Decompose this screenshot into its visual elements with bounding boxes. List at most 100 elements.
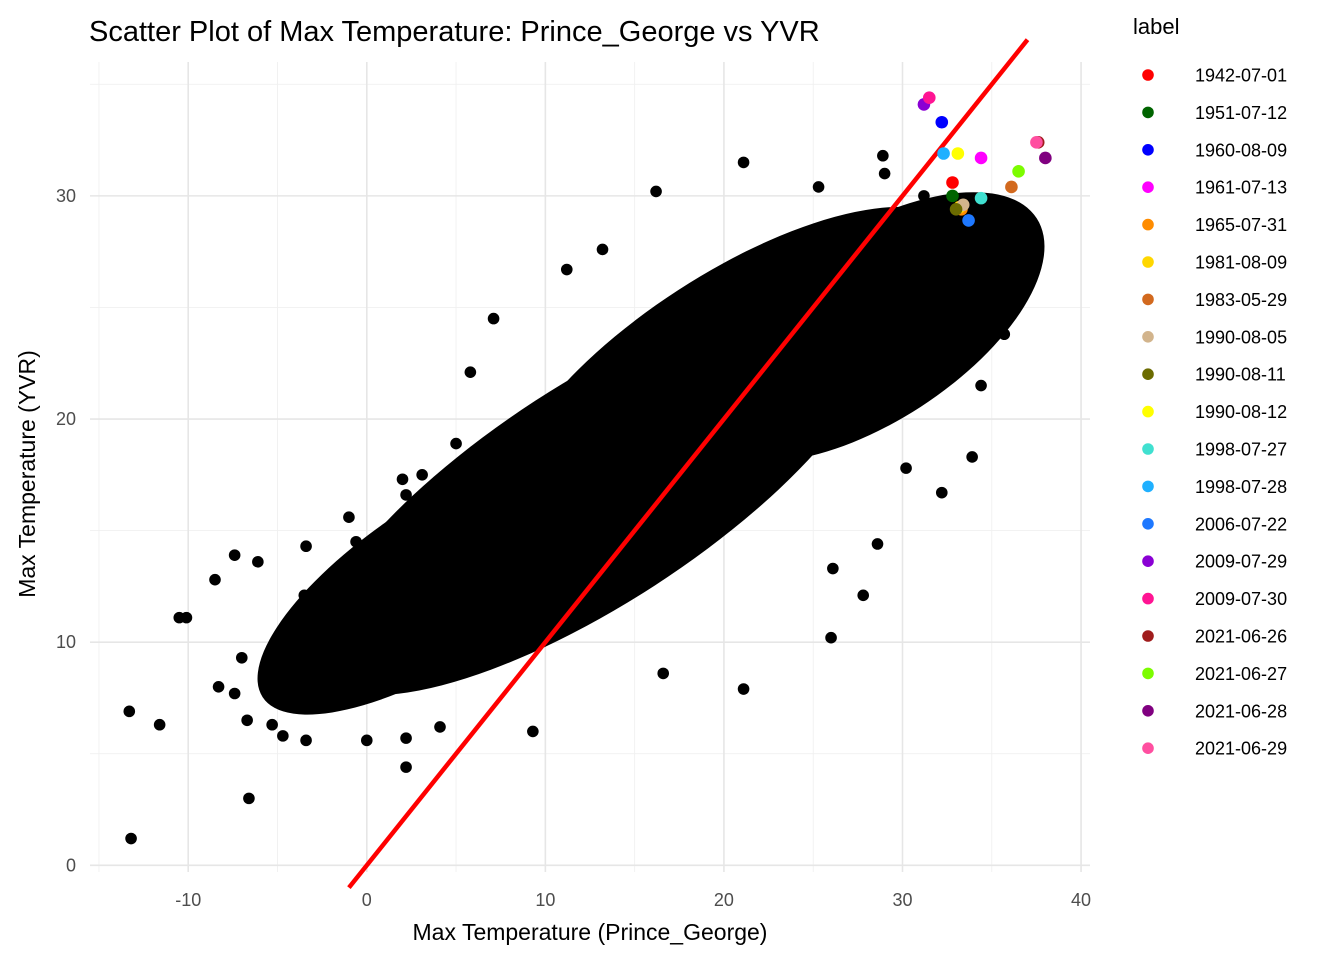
background-point (434, 721, 446, 733)
chart-title: Scatter Plot of Max Temperature: Prince_… (89, 16, 820, 48)
legend-key (1142, 106, 1154, 119)
background-point (487, 312, 500, 325)
background-point (966, 451, 978, 463)
background-point (153, 718, 166, 731)
legend-key (1142, 630, 1154, 642)
point-cloud-lobe (257, 439, 637, 715)
highlight-point (962, 214, 975, 227)
background-point (235, 651, 248, 664)
background-point (241, 714, 253, 727)
legend-label: 1965-07-31 (1195, 215, 1287, 235)
legend-key (1142, 293, 1154, 306)
background-point (650, 185, 662, 198)
background-point (300, 540, 312, 553)
legend-label: 1990-08-05 (1195, 327, 1287, 347)
x-tick-label: -10 (175, 890, 201, 910)
legend-key (1142, 480, 1154, 493)
legend-key (1142, 518, 1154, 530)
legend-label: 2021-06-29 (1195, 739, 1287, 759)
legend-key (1142, 705, 1154, 717)
background-point (737, 156, 750, 169)
legend-title: label (1133, 14, 1179, 39)
background-point (396, 473, 409, 486)
background-point (827, 562, 839, 575)
highlight-point (946, 189, 959, 203)
legend: label 1942-07-01 1951-07-12 1960-08-09 1961… (1133, 14, 1287, 759)
highlight-point (1012, 165, 1025, 178)
background-point (416, 469, 428, 481)
background-point (464, 366, 477, 378)
background-point (998, 328, 1011, 341)
highlight-point (949, 202, 963, 216)
legend-label: 1951-07-12 (1195, 103, 1287, 123)
legend-key (1142, 443, 1154, 455)
background-point (400, 761, 412, 773)
highlight-point (946, 176, 959, 189)
legend-key (1142, 742, 1154, 754)
background-point (243, 792, 255, 805)
y-axis-ticks: 0 10 20 30 (56, 186, 76, 875)
background-point (900, 462, 912, 474)
highlight-point (1005, 180, 1018, 194)
legend-key (1142, 592, 1154, 605)
highlight-point (1030, 136, 1043, 149)
background-point (228, 549, 241, 561)
legend-label: 1998-07-28 (1195, 477, 1287, 497)
background-point (343, 511, 355, 524)
background-point (252, 556, 264, 568)
highlight-point (974, 191, 988, 205)
background-point (877, 149, 889, 162)
legend-label: 2006-07-22 (1195, 514, 1287, 534)
background-point (527, 725, 539, 738)
highlight-point (935, 115, 949, 129)
background-point (312, 672, 325, 684)
legend-key (1142, 69, 1154, 81)
background-point (596, 243, 609, 256)
background-point (657, 667, 670, 680)
x-tick-label: 20 (714, 890, 734, 910)
legend-label: 1983-05-29 (1195, 290, 1287, 310)
background-point (298, 589, 311, 602)
background-point (228, 687, 241, 700)
background-point (350, 535, 362, 548)
x-tick-label: 10 (535, 890, 555, 910)
background-point (125, 832, 137, 845)
legend-label: 2021-06-27 (1195, 664, 1287, 684)
legend-key (1142, 331, 1154, 343)
y-tick-label: 30 (56, 186, 76, 206)
background-point (560, 263, 573, 276)
legend-key (1142, 218, 1154, 231)
legend-label: 2009-07-29 (1195, 552, 1287, 572)
background-point (871, 538, 884, 550)
background-point (212, 680, 225, 693)
highlight-point (922, 91, 936, 105)
highlight-point (951, 147, 965, 160)
background-point (360, 734, 373, 747)
x-tick-label: 0 (362, 890, 372, 910)
highlighted-points (917, 91, 1052, 227)
legend-key (1142, 181, 1154, 193)
legend-label: 1981-08-09 (1195, 253, 1287, 273)
x-tick-label: 30 (892, 890, 912, 910)
point-cloud-lobe (693, 192, 1045, 463)
x-axis-ticks: -10 0 10 20 30 40 (175, 890, 1091, 910)
legend-key (1142, 555, 1154, 567)
background-point (975, 379, 987, 392)
background-point (918, 190, 930, 202)
legend-key (1142, 256, 1154, 268)
legend-label: 2009-07-30 (1195, 589, 1287, 609)
y-tick-label: 10 (56, 632, 76, 652)
y-tick-label: 20 (56, 409, 76, 429)
background-point (935, 486, 948, 499)
background-point (180, 611, 193, 624)
legend-label: 2021-06-28 (1195, 701, 1287, 721)
legend-label: 1990-08-11 (1195, 365, 1286, 385)
highlight-point (974, 151, 988, 165)
background-point (825, 631, 837, 644)
background-point (937, 286, 950, 298)
outlier-points (123, 149, 1011, 845)
legend-label: 2021-06-26 (1195, 627, 1287, 647)
legend-label: 1998-07-27 (1195, 440, 1287, 460)
x-tick-label: 40 (1071, 890, 1091, 910)
